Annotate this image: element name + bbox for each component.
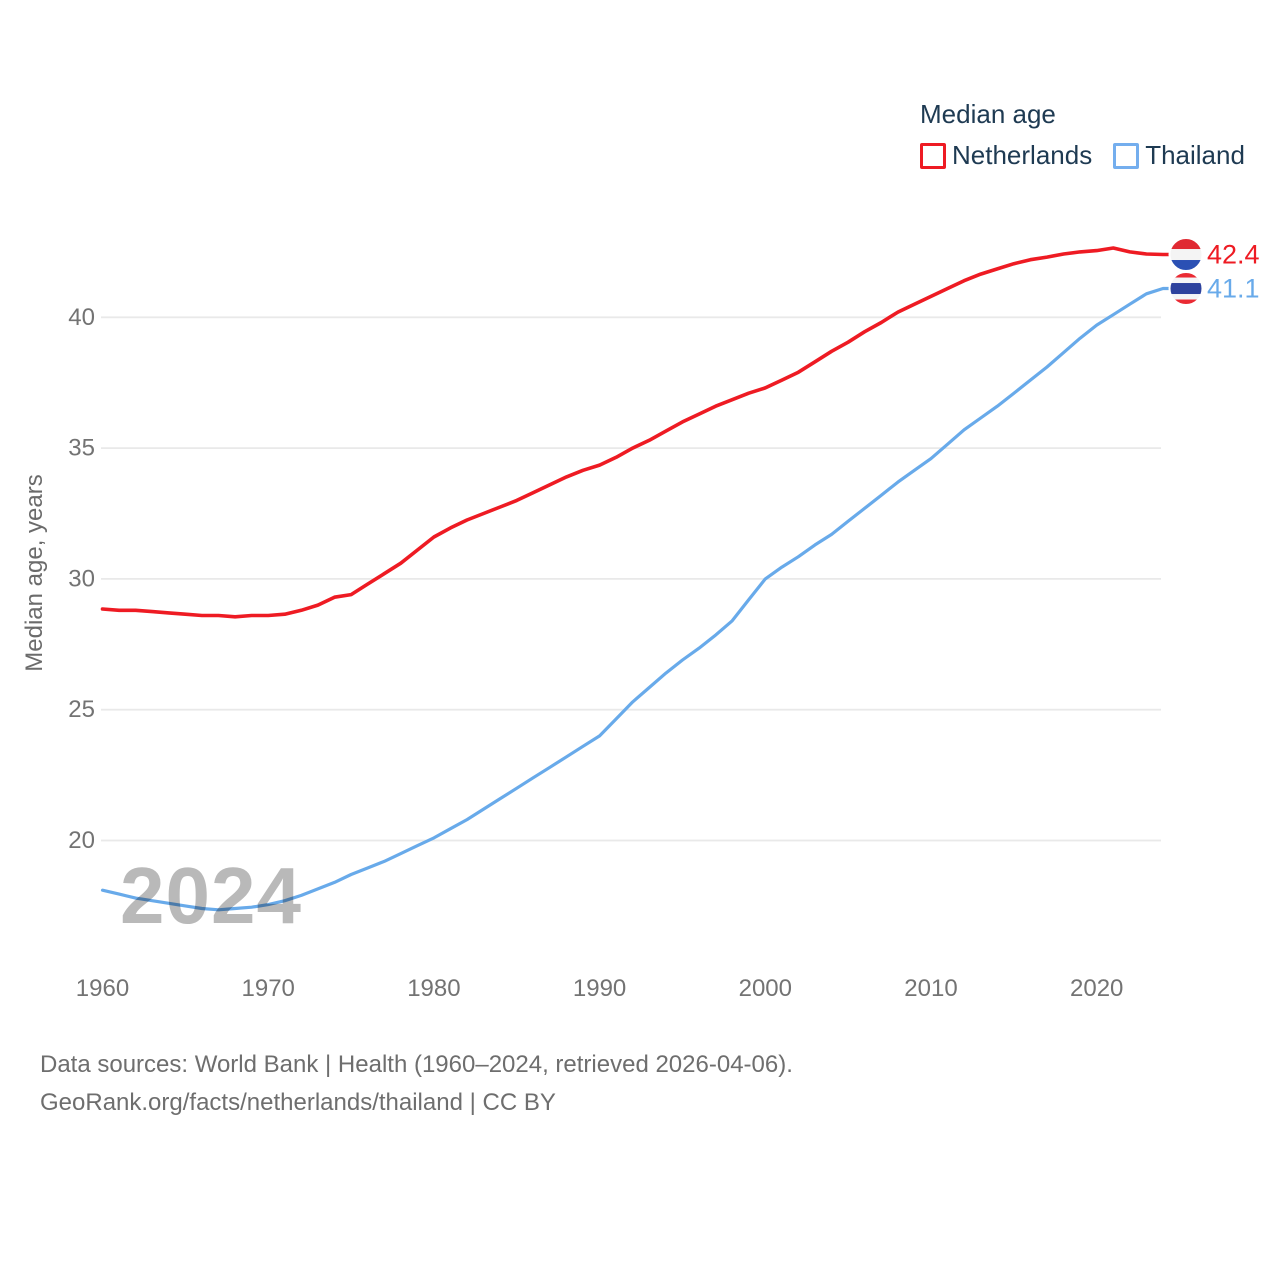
thailand-flag-border	[1168, 271, 1204, 307]
netherlands-line[interactable]	[100, 246, 1172, 619]
netherlands-flag-icon	[1169, 238, 1203, 272]
legend-swatch-thailand[interactable]	[1113, 142, 1140, 169]
x-tick-label: 1980	[407, 975, 460, 1002]
chart-legend: Median age Netherlands Thailand	[920, 99, 1245, 171]
legend-label-netherlands[interactable]: Netherlands	[952, 140, 1093, 170]
thailand-end-value-label: 41.1	[1207, 274, 1260, 304]
legend-label-thailand[interactable]: Thailand	[1145, 140, 1245, 170]
source-line-2: GeoRank.org/facts/netherlands/thailand |…	[40, 1089, 556, 1116]
legend-swatch-netherlands[interactable]	[920, 142, 946, 169]
netherlands-flag-border	[1168, 237, 1204, 273]
legend-title: Median age	[920, 99, 1056, 129]
x-tick-label: 2000	[739, 975, 792, 1002]
source-line-1: Data sources: World Bank | Health (1960–…	[40, 1051, 793, 1078]
thailand-line[interactable]	[100, 286, 1172, 912]
median-age-line-chart: 20 25 30 35 40 1960 1970 1980 1990 2000 2010 2020 Me…	[21, 237, 1260, 1002]
y-tick-label: 35	[68, 435, 95, 462]
netherlands-end-value-label: 42.4	[1207, 240, 1260, 270]
y-tick-label: 25	[68, 696, 95, 723]
x-tick-label: 1990	[573, 975, 626, 1002]
y-tick-label: 30	[68, 565, 95, 592]
thailand-flag-icon	[1169, 272, 1203, 306]
x-tick-label: 2010	[904, 975, 957, 1002]
x-tick-label: 1970	[242, 975, 295, 1002]
year-watermark: 2024	[120, 851, 302, 940]
x-tick-label: 1960	[76, 975, 129, 1002]
y-axis-title: Median age, years	[21, 474, 48, 671]
y-tick-label: 40	[68, 304, 95, 331]
source-note: Data sources: World Bank | Health (1960–…	[40, 1046, 793, 1122]
legend-items-row: Netherlands Thailand	[920, 140, 1245, 171]
y-tick-label: 20	[68, 827, 95, 854]
x-tick-label: 2020	[1070, 975, 1123, 1002]
